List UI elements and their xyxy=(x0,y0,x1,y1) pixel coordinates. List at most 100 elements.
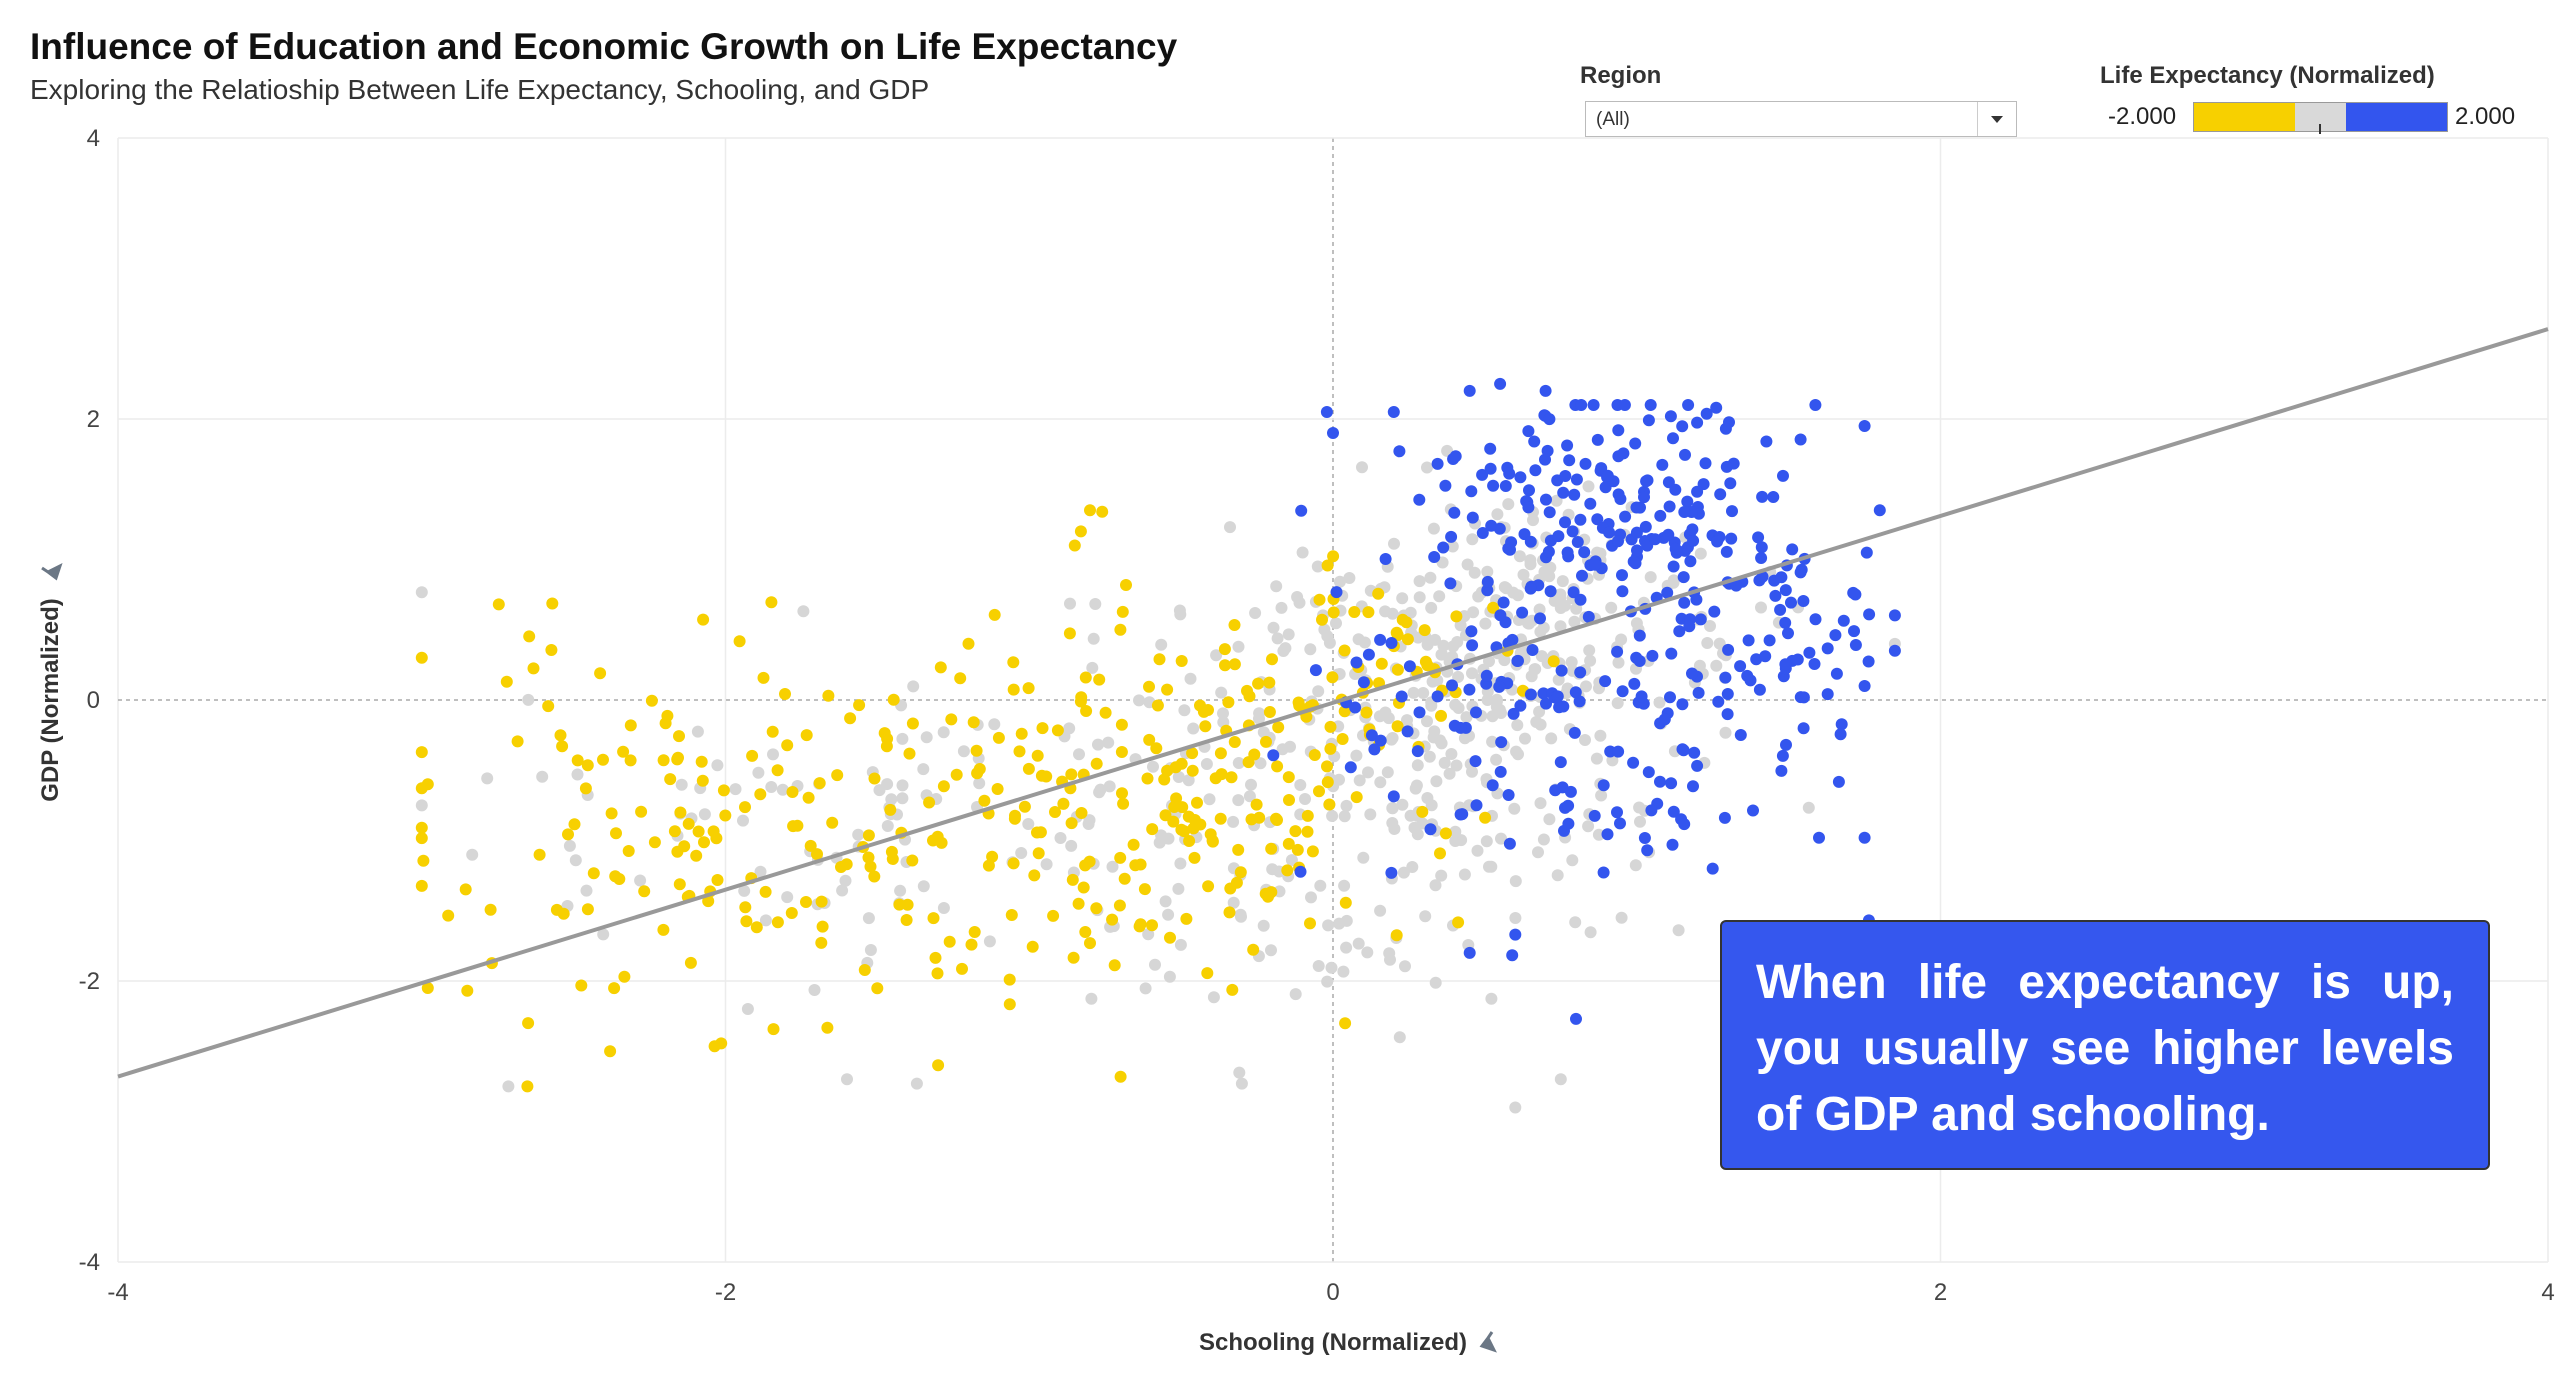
data-point xyxy=(1413,575,1426,588)
data-point xyxy=(1003,973,1016,986)
data-point xyxy=(1597,779,1610,792)
data-point xyxy=(1313,593,1326,606)
data-point xyxy=(1253,811,1266,824)
data-point xyxy=(1694,547,1707,560)
data-point xyxy=(1494,377,1507,390)
data-point xyxy=(1720,545,1733,558)
data-point xyxy=(1809,613,1822,626)
data-point xyxy=(1619,510,1632,523)
data-point xyxy=(1301,825,1314,838)
data-point xyxy=(822,689,835,702)
data-point xyxy=(1509,912,1522,924)
data-point xyxy=(1568,488,1581,501)
data-point xyxy=(1083,855,1096,868)
data-point xyxy=(1519,732,1531,745)
data-point xyxy=(893,898,906,911)
data-point xyxy=(1272,721,1285,734)
data-point xyxy=(597,753,609,766)
data-point xyxy=(894,884,907,897)
data-point xyxy=(1374,904,1387,917)
chevron-down-icon[interactable] xyxy=(1977,102,2016,136)
data-point xyxy=(1714,488,1727,501)
data-point xyxy=(617,745,630,758)
data-point xyxy=(1410,779,1423,792)
data-point xyxy=(988,718,1001,731)
data-point xyxy=(1421,715,1433,728)
data-point xyxy=(1461,558,1474,571)
data-point xyxy=(1562,799,1575,812)
data-point xyxy=(1085,992,1098,1005)
data-point xyxy=(1439,479,1452,492)
data-point xyxy=(1352,633,1365,646)
data-point xyxy=(1003,998,1016,1011)
data-point xyxy=(800,729,813,742)
data-point xyxy=(1293,596,1306,609)
data-point xyxy=(1682,399,1695,411)
data-point xyxy=(1149,958,1161,971)
data-point xyxy=(1164,931,1176,944)
data-point xyxy=(965,938,978,951)
data-point xyxy=(1509,1101,1522,1114)
data-point xyxy=(765,781,778,793)
data-point xyxy=(1395,690,1408,703)
data-point xyxy=(1431,690,1444,703)
data-point xyxy=(1022,762,1035,775)
data-point xyxy=(1051,724,1064,737)
data-point xyxy=(1321,760,1333,773)
data-point xyxy=(1669,542,1682,555)
data-point xyxy=(1349,701,1362,714)
data-point xyxy=(664,773,677,786)
data-point xyxy=(1691,485,1704,498)
data-point xyxy=(672,751,684,764)
pin-icon xyxy=(41,563,63,581)
data-point xyxy=(1068,539,1081,552)
data-point xyxy=(678,840,691,853)
data-point xyxy=(1561,546,1574,559)
data-point xyxy=(1118,872,1131,885)
data-point xyxy=(1794,433,1807,446)
data-point xyxy=(1774,603,1787,616)
data-point xyxy=(587,867,600,880)
data-point xyxy=(943,935,956,948)
data-point xyxy=(569,854,582,867)
data-point xyxy=(1167,815,1180,828)
data-point xyxy=(1524,582,1537,595)
data-point xyxy=(815,936,828,949)
color-legend-title: Life Expectancy (Normalized) xyxy=(2100,62,2435,89)
data-point xyxy=(1153,653,1166,666)
pin-icon xyxy=(1479,1331,1497,1353)
data-point xyxy=(1057,797,1070,810)
data-point xyxy=(1396,592,1409,605)
data-point xyxy=(684,956,697,969)
data-point xyxy=(1360,706,1373,719)
data-point xyxy=(1384,953,1396,966)
data-point xyxy=(1479,617,1492,630)
data-point xyxy=(1139,982,1152,995)
data-point xyxy=(983,935,996,948)
data-point xyxy=(1049,806,1061,818)
data-point xyxy=(1267,749,1280,762)
data-point xyxy=(931,967,944,980)
data-point xyxy=(1232,843,1245,856)
data-point xyxy=(1511,719,1524,732)
data-point xyxy=(1786,543,1799,556)
data-point xyxy=(1548,594,1561,607)
region-filter-dropdown[interactable]: (All) xyxy=(1585,101,2017,137)
data-point xyxy=(1093,786,1106,799)
data-point xyxy=(1490,693,1503,706)
data-point xyxy=(1494,609,1507,622)
data-point xyxy=(1700,407,1713,420)
data-point xyxy=(957,745,970,758)
data-point xyxy=(1350,791,1363,804)
data-point xyxy=(1584,926,1597,939)
data-point xyxy=(1174,857,1187,870)
data-point xyxy=(1391,720,1404,733)
data-point xyxy=(1463,683,1476,696)
data-point xyxy=(1498,654,1511,667)
data-point xyxy=(1747,804,1759,817)
data-point xyxy=(836,884,849,897)
data-point xyxy=(868,772,881,785)
data-point xyxy=(1574,666,1587,679)
data-point xyxy=(1547,655,1560,668)
